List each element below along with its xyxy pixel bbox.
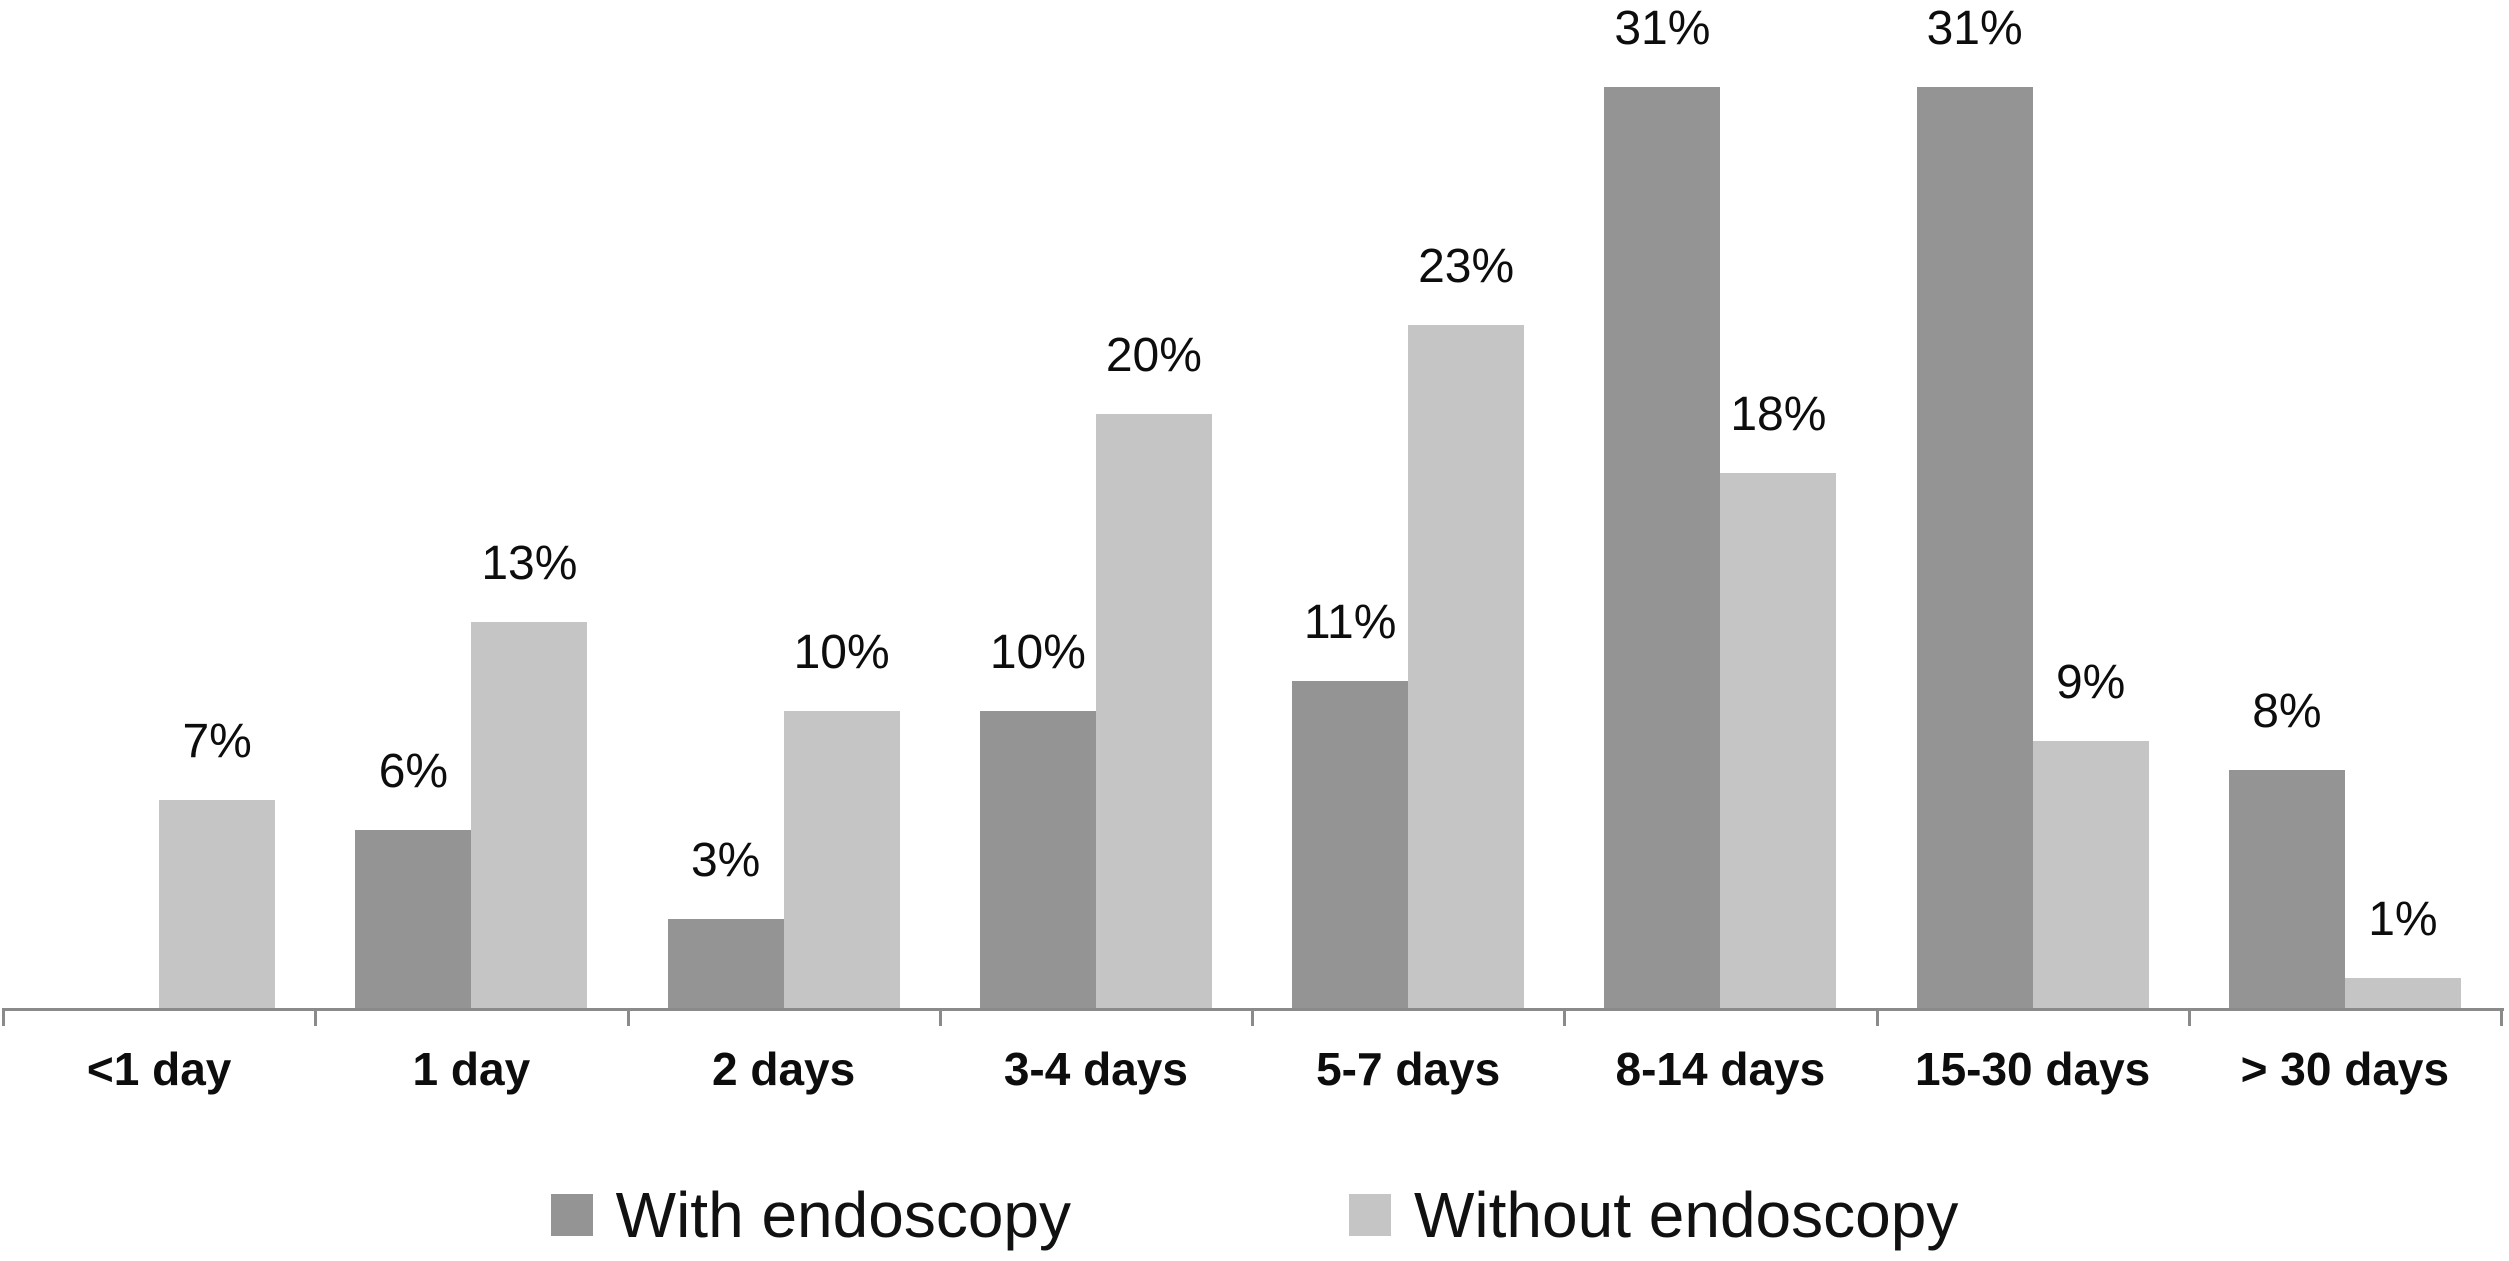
bar-without-endoscopy <box>471 622 588 1008</box>
bar-with-endoscopy <box>1604 87 1721 1008</box>
data-label: 10% <box>793 626 890 679</box>
bar-without-endoscopy <box>2032 741 2149 1008</box>
bar-with-endoscopy <box>979 711 1096 1008</box>
data-label: 13% <box>481 537 578 590</box>
x-axis-tick <box>1251 1008 1254 1026</box>
category-label: 5-7 days <box>1316 1043 1501 1095</box>
bar-with-endoscopy <box>667 919 784 1008</box>
data-label: 20% <box>1105 329 1202 382</box>
data-label: 8% <box>2252 685 2322 738</box>
legend-swatch-icon <box>550 1194 593 1236</box>
x-axis-tick <box>626 1008 630 1026</box>
legend-swatch-icon <box>1349 1194 1392 1236</box>
bar-with-endoscopy <box>2228 770 2345 1008</box>
legend-item-with-endoscopy: With endoscopy <box>550 1179 1072 1251</box>
bar-with-endoscopy <box>1292 681 1409 1008</box>
bar-without-endoscopy <box>159 800 276 1008</box>
bar-without-endoscopy <box>1408 325 1525 1008</box>
x-axis-tick <box>314 1008 318 1026</box>
data-label: 3% <box>690 834 761 887</box>
category-label: 1 day <box>412 1043 531 1095</box>
x-axis-tick <box>1875 1008 1879 1026</box>
data-label: 9% <box>2055 656 2126 709</box>
legend: With endoscopy Without endoscopy <box>0 1183 2509 1247</box>
data-label: 18% <box>1730 388 1827 441</box>
bar-without-endoscopy <box>2344 978 2461 1008</box>
data-label: 31% <box>1614 2 1711 55</box>
bar-without-endoscopy <box>783 711 900 1008</box>
bar-without-endoscopy <box>1720 473 1837 1008</box>
category-label: 3-4 days <box>1003 1043 1188 1095</box>
data-label: 31% <box>1926 2 2023 55</box>
x-axis-tick <box>938 1008 942 1026</box>
data-label: 7% <box>182 715 252 768</box>
bar-without-endoscopy <box>1095 414 1212 1008</box>
legend-label: Without endoscopy <box>1414 1179 1959 1251</box>
category-label: <1 day <box>86 1043 232 1095</box>
x-axis-tick <box>2187 1008 2191 1026</box>
data-label: 10% <box>989 626 1086 679</box>
data-label: 6% <box>378 745 449 798</box>
data-label: 1% <box>2368 893 2438 946</box>
legend-label: With endoscopy <box>615 1179 1072 1251</box>
category-label: 2 days <box>712 1043 856 1095</box>
legend-item-without-endoscopy: Without endoscopy <box>1349 1183 1958 1247</box>
bar-with-endoscopy <box>355 830 472 1008</box>
data-label: 11% <box>1303 596 1397 649</box>
bar-with-endoscopy <box>1916 87 2033 1008</box>
x-axis-tick <box>2500 1008 2503 1026</box>
category-label: > 30 days <box>2240 1043 2450 1095</box>
x-axis-tick <box>2 1008 5 1026</box>
x-axis-tick <box>1563 1008 1567 1026</box>
category-label: 15-30 days <box>1914 1043 2151 1095</box>
category-label: 8-14 days <box>1615 1043 1826 1095</box>
data-label: 23% <box>1418 240 1515 293</box>
